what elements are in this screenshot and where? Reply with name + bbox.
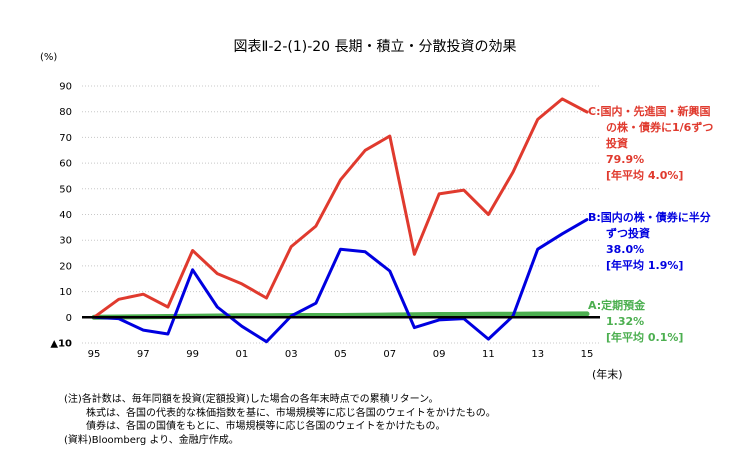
y-tick-label: 80 <box>59 107 72 118</box>
y-tick-label: 30 <box>59 236 72 247</box>
legend-c-line-1: C:国内・先進国・新興国 <box>588 105 711 118</box>
x-tick-label: 05 <box>334 349 347 360</box>
y-tick-label: 0 <box>66 313 72 324</box>
y-tick-label: 60 <box>59 159 72 170</box>
legend-label-a: A:定期預金 1.32% [年平均 0.1%] <box>588 298 683 346</box>
x-tick-label: 99 <box>186 349 199 360</box>
y-tick-label: 90 <box>59 82 72 93</box>
footnote-2: 株式は、各国の代表的な株価指数を基に、市場規模等に応じ各国のウェイトをかけたもの… <box>86 407 496 419</box>
y-axis-unit: (%) <box>40 52 58 63</box>
y-tick-label: 40 <box>59 210 72 221</box>
y-tick-label: 10 <box>59 287 72 298</box>
legend-label-c: C:国内・先進国・新興国 の株・債券に1/6ずつ 投資 79.9% [年平均 4… <box>588 104 713 184</box>
x-axis-unit: (年末) <box>592 368 623 381</box>
y-tick-label: ▲10 <box>50 339 72 350</box>
legend-b-average: [年平均 1.9%] <box>606 259 684 272</box>
legend-a-average: [年平均 0.1%] <box>606 331 684 344</box>
y-tick-label: 70 <box>59 133 72 144</box>
series-lines <box>91 97 590 344</box>
footnotes: (注)各計数は、毎年同額を投資(定額投資)した場合の各年末時点での累積リターン。… <box>64 393 496 447</box>
footnote-1: (注)各計数は、毎年同額を投資(定額投資)した場合の各年末時点での累積リターン。 <box>64 394 439 405</box>
footnote-source: (資料)Bloomberg より、金融庁作成。 <box>64 434 239 446</box>
legend-c-average: [年平均 4.0%] <box>606 169 684 182</box>
legend-c-line-3: 投資 <box>606 137 628 150</box>
legend-a-value: 1.32% <box>606 315 645 328</box>
legend-b-value: 38.0% <box>606 243 645 256</box>
legend-b-line-1: B:国内の株・債券に半分 <box>588 211 711 224</box>
footnote-3: 債券は、各国の国債をもとに、市場規模等に応じ各国のウェイトをかけたもの。 <box>86 421 446 432</box>
x-tick-label: 11 <box>482 349 495 360</box>
chart-title: 図表Ⅱ-2-(1)-20 長期・積立・分散投資の効果 <box>233 39 517 55</box>
legend-b-line-2: ずつ投資 <box>606 227 650 240</box>
y-tick-label: 50 <box>59 184 72 195</box>
legend-c-line-2: の株・債券に1/6ずつ <box>606 121 714 134</box>
x-tick-label: 01 <box>236 349 249 360</box>
y-tick-label: 20 <box>59 261 72 272</box>
series-line-c <box>92 97 589 319</box>
legend-a-line-1: A:定期預金 <box>588 299 646 312</box>
y-tick-labels: ▲10 0 10 20 30 40 50 60 70 80 90 <box>50 82 72 350</box>
x-tick-label: 97 <box>137 349 150 360</box>
x-tick-label: 13 <box>531 349 544 360</box>
legend-label-b: B:国内の株・債券に半分 ずつ投資 38.0% [年平均 1.9%] <box>588 210 711 274</box>
x-tick-label: 03 <box>285 349 298 360</box>
legend-c-value: 79.9% <box>606 153 645 166</box>
grid-lines <box>82 85 600 344</box>
x-tick-label: 15 <box>581 349 594 360</box>
x-tick-label: 95 <box>88 349 101 360</box>
x-tick-label: 07 <box>383 349 396 360</box>
x-tick-label: 09 <box>433 349 446 360</box>
x-tick-labels: 95 97 99 01 03 05 07 09 11 13 15 <box>88 349 594 360</box>
series-line-b <box>92 218 589 344</box>
